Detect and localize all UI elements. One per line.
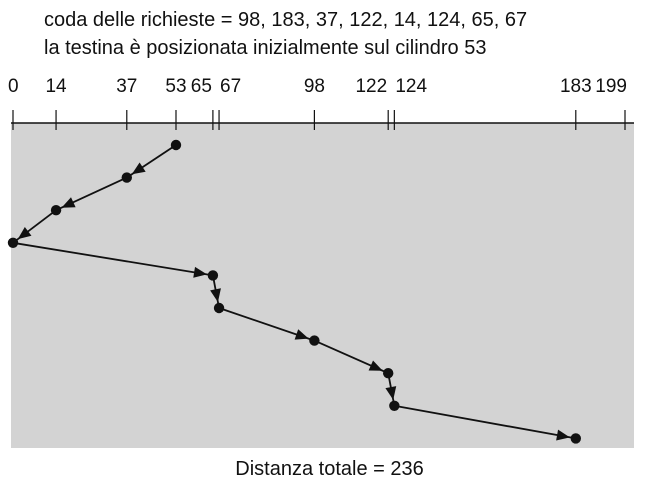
axis-ticks: 0 14 37 53 65 67 98 122 124 183 199	[8, 76, 627, 130]
diagram-panel	[11, 123, 634, 448]
request-point-122	[382, 368, 394, 379]
total-distance: Distanza totale = 236	[235, 458, 424, 480]
axis-tick-label: 37	[116, 76, 137, 97]
arrowhead	[556, 429, 570, 441]
head-movement-path	[12, 144, 576, 441]
axis-tick-label: 183	[560, 76, 592, 97]
arrowhead	[193, 266, 207, 278]
queue-description: coda delle richieste = 98, 183, 37, 122,…	[44, 9, 528, 31]
axis-tick-label: 98	[304, 76, 325, 97]
arrowhead	[61, 197, 76, 208]
axis-tick-label: 199	[595, 76, 627, 97]
arrowhead	[385, 386, 397, 400]
request-point-67	[213, 302, 225, 314]
axis-tick-label: 53	[165, 76, 186, 97]
request-point-183	[570, 433, 581, 444]
request-point-53	[170, 139, 182, 151]
path-segment	[12, 241, 214, 277]
axis-tick-label: 0	[8, 76, 19, 97]
axis-tick-label: 14	[45, 76, 67, 97]
axis-tick-label: 122	[355, 76, 387, 97]
request-points	[7, 139, 581, 444]
arrowhead	[131, 162, 146, 175]
axis-tick-label: 67	[220, 76, 241, 97]
request-point-37	[121, 172, 132, 183]
request-point-14	[50, 205, 62, 216]
axis-tick-label: 124	[395, 76, 427, 97]
request-point-98	[309, 335, 320, 346]
request-point-65	[207, 270, 219, 281]
start-cylinder-description: la testina è posizionata inizialmente su…	[44, 37, 487, 59]
request-point-0	[7, 237, 19, 248]
arrowhead	[17, 226, 32, 240]
axis-tick-label: 65	[191, 76, 212, 97]
arrowhead	[368, 360, 383, 371]
request-point-124	[389, 400, 400, 411]
arrowhead	[210, 288, 221, 303]
path-segment	[394, 404, 576, 440]
arrowhead	[294, 329, 309, 340]
